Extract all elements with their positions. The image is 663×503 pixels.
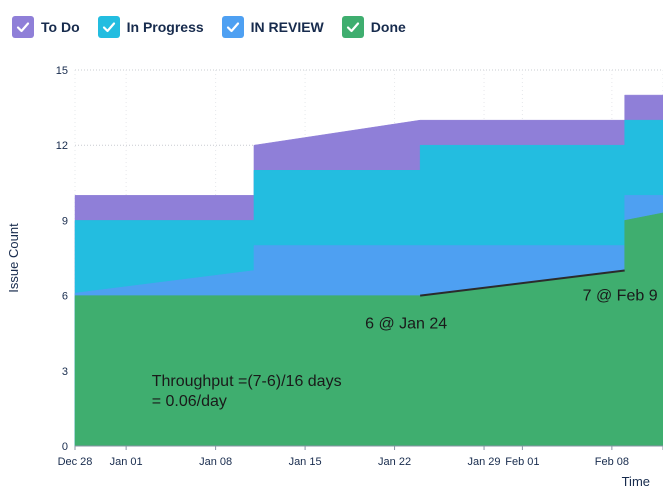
checkbox-checked-icon[interactable] (97, 16, 120, 38)
x-tick-label: Jan 22 (378, 456, 411, 468)
annotation-text: 7 @ Feb 9 (583, 288, 658, 305)
x-tick-labels: Dec 28 Jan 01 Jan 08 Jan 15 Jan 22 Jan 29 Feb … (58, 445, 663, 468)
legend-item-done[interactable]: Done (341, 16, 406, 38)
y-axis-label: Issue Count (6, 223, 21, 293)
legend-label: Done (370, 19, 406, 35)
x-tick-label: Feb 08 (595, 456, 629, 468)
annotations: 6 @ Jan 24 7 @ Feb 9 Throughput =(7-6)/16 … (152, 269, 658, 410)
trend-line (420, 269, 625, 297)
annotation-text: 6 @ Jan 24 (365, 316, 447, 333)
y-tick-label: 6 (62, 291, 68, 303)
legend-label: In Progress (126, 19, 204, 35)
legend-item-to-do[interactable]: To Do (12, 16, 80, 38)
y-tick-label: 3 (62, 366, 68, 378)
x-tick-label: Jan 29 (468, 456, 501, 468)
legend-item-in-review[interactable]: IN REVIEW (221, 16, 324, 38)
annotation-text: Throughput =(7-6)/16 days (152, 373, 342, 390)
series-areas (74, 94, 663, 447)
checkbox-checked-icon[interactable] (341, 16, 364, 38)
legend-label: To Do (41, 19, 80, 35)
y-tick-label: 9 (62, 215, 68, 227)
y-tick-label: 15 (56, 65, 68, 77)
legend-item-in-progress[interactable]: In Progress (97, 16, 204, 38)
x-tick-label: Dec 28 (58, 456, 93, 468)
y-tick-label: 12 (56, 140, 68, 152)
checkbox-checked-icon[interactable] (12, 16, 34, 38)
chart-legend: To Do In Progress IN REVIEW Done (12, 16, 406, 38)
y-tick-labels: 0 3 6 9 12 15 (56, 65, 68, 453)
area-done (74, 212, 663, 447)
x-axis-label: Time (622, 474, 650, 489)
y-tick-label: 0 (62, 441, 68, 453)
x-tick-label: Jan 15 (289, 456, 322, 468)
checkbox-checked-icon[interactable] (221, 16, 244, 38)
x-tick-label: Feb 01 (505, 456, 539, 468)
annotation-text: = 0.06/day (152, 393, 227, 410)
x-tick-label: Jan 01 (110, 456, 143, 468)
x-tick-label: Jan 08 (199, 456, 232, 468)
legend-label: IN REVIEW (250, 19, 324, 35)
